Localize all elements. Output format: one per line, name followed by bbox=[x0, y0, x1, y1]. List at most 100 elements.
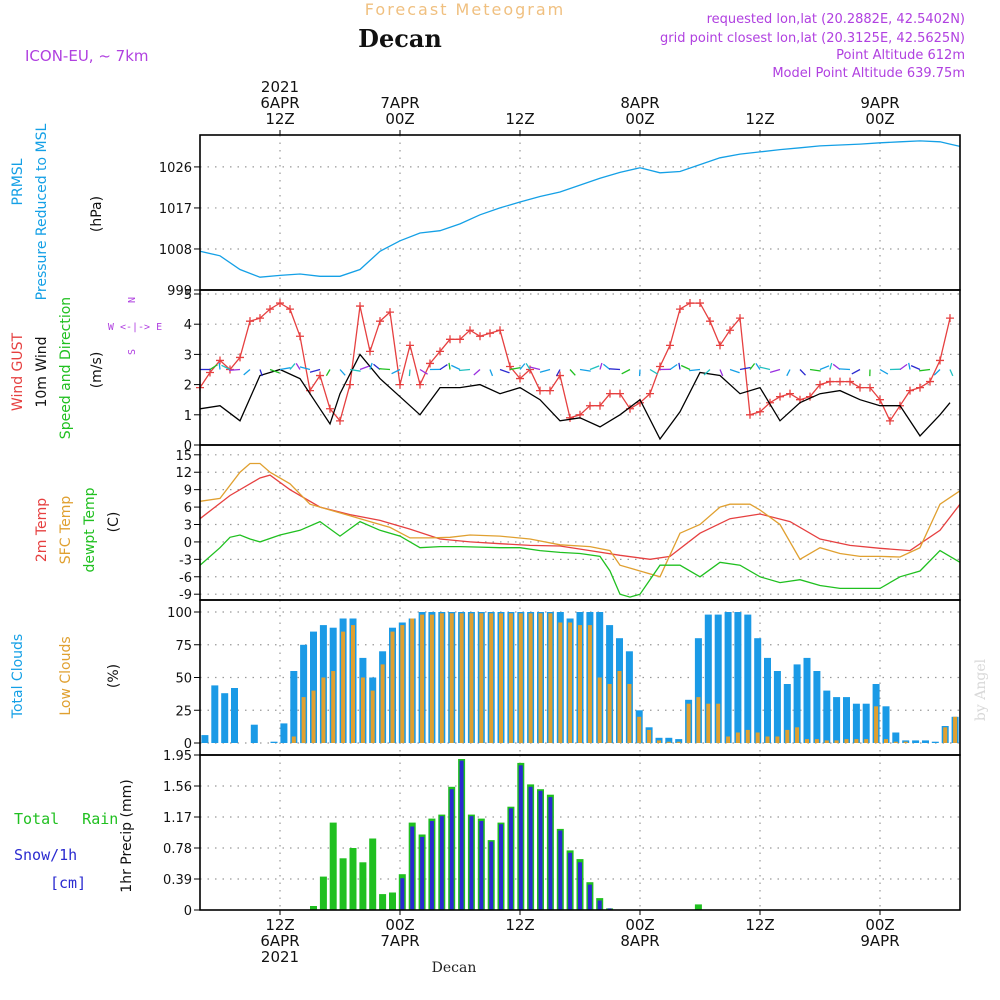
credit-label: by Angel bbox=[973, 658, 989, 721]
bar bbox=[578, 625, 582, 743]
y-tick-label: 25 bbox=[175, 704, 192, 719]
bar bbox=[694, 638, 702, 743]
bar bbox=[499, 824, 503, 910]
bar bbox=[912, 740, 920, 743]
bar bbox=[558, 622, 563, 743]
bar bbox=[696, 697, 701, 743]
bar bbox=[370, 690, 375, 743]
gust-marker bbox=[516, 374, 524, 383]
wind-arrow bbox=[473, 369, 481, 376]
bar bbox=[882, 706, 890, 743]
bar bbox=[231, 688, 238, 743]
series-line bbox=[199, 302, 951, 423]
bar bbox=[647, 729, 652, 743]
bar bbox=[785, 729, 790, 743]
gust-marker bbox=[546, 386, 554, 395]
wind-arrow bbox=[703, 369, 711, 376]
bar bbox=[270, 741, 278, 743]
pressure-label-1: PRMSL bbox=[10, 158, 26, 205]
bar bbox=[597, 900, 602, 910]
series-line bbox=[199, 474, 961, 560]
gust-marker bbox=[776, 392, 784, 401]
bar bbox=[548, 797, 553, 910]
gust-marker bbox=[916, 383, 924, 392]
wind-arrow bbox=[910, 365, 921, 371]
bar bbox=[843, 697, 850, 743]
wind-arrow bbox=[349, 368, 361, 372]
y-tick-label: 0 bbox=[184, 737, 192, 752]
bar bbox=[903, 741, 908, 743]
bar bbox=[390, 631, 395, 743]
wind-arrow bbox=[599, 362, 603, 370]
bar bbox=[765, 736, 770, 743]
y-tick-label: 0.78 bbox=[163, 842, 192, 857]
bar bbox=[538, 790, 543, 910]
bar bbox=[558, 830, 563, 910]
location-title: Decan bbox=[358, 24, 442, 53]
wind-arrow bbox=[325, 369, 331, 377]
bar bbox=[459, 760, 464, 910]
gust-marker bbox=[936, 356, 944, 365]
bar bbox=[864, 739, 869, 743]
y-tick-label: 50 bbox=[175, 672, 192, 687]
bar bbox=[439, 613, 444, 743]
bar bbox=[410, 826, 415, 910]
bar bbox=[250, 724, 258, 743]
wind-arrow bbox=[769, 368, 781, 374]
top-time-label: 7APR bbox=[380, 94, 419, 112]
wind-arrow bbox=[786, 369, 791, 377]
series-line bbox=[199, 520, 961, 598]
bar bbox=[676, 741, 681, 743]
bar bbox=[852, 703, 860, 743]
bar bbox=[775, 736, 780, 743]
gust-marker bbox=[376, 317, 384, 326]
bar bbox=[508, 613, 513, 743]
bar bbox=[329, 822, 337, 910]
panel-frame bbox=[199, 754, 961, 911]
point-altitude: Point Altitude 612m bbox=[836, 48, 965, 63]
bottom-time-label: 2021 bbox=[261, 948, 299, 966]
wind-arrow bbox=[391, 368, 401, 375]
gust-marker bbox=[906, 386, 914, 395]
bar bbox=[291, 736, 296, 743]
gust-marker bbox=[446, 335, 454, 344]
wind-arrow bbox=[569, 369, 576, 376]
gust-marker bbox=[316, 371, 324, 380]
precip-label-cm: [cm] bbox=[50, 874, 86, 892]
bar bbox=[931, 741, 939, 743]
pressure-label-2: Pressure Reduced to MSL bbox=[34, 123, 50, 300]
wind-arrow bbox=[309, 368, 321, 373]
wind-arrow bbox=[439, 364, 448, 371]
footer-location: Decan bbox=[432, 960, 477, 976]
gust-marker bbox=[336, 416, 344, 425]
wind-arrow bbox=[755, 363, 761, 370]
gust-marker bbox=[276, 299, 284, 308]
bar bbox=[300, 644, 308, 744]
gust-marker bbox=[256, 314, 264, 323]
top-time-label: 12Z bbox=[505, 110, 534, 128]
bar bbox=[844, 739, 849, 743]
gust-marker bbox=[266, 305, 274, 314]
bar bbox=[310, 906, 317, 910]
y-tick-label: -9 bbox=[179, 588, 192, 603]
bar bbox=[578, 862, 582, 910]
bar bbox=[489, 613, 494, 743]
bar bbox=[469, 613, 474, 743]
bar bbox=[724, 612, 732, 743]
wind-arrow bbox=[448, 362, 451, 370]
bar bbox=[783, 684, 791, 743]
top-time-label: 6APR bbox=[260, 94, 299, 112]
wind-arrow bbox=[499, 368, 510, 374]
y-tick-label: 999 bbox=[167, 284, 192, 299]
y-tick-label: 1017 bbox=[159, 202, 192, 217]
gust-marker bbox=[676, 305, 684, 314]
wind-arrow bbox=[759, 366, 771, 371]
compass-we: W <-|-> E bbox=[108, 322, 162, 333]
wind-arrow bbox=[838, 368, 851, 371]
wind-label-2: 10m Wind bbox=[34, 336, 50, 407]
bar bbox=[627, 684, 632, 743]
bottom-time-label: 00Z bbox=[385, 916, 414, 934]
gust-marker bbox=[236, 353, 244, 362]
bar bbox=[755, 732, 760, 743]
